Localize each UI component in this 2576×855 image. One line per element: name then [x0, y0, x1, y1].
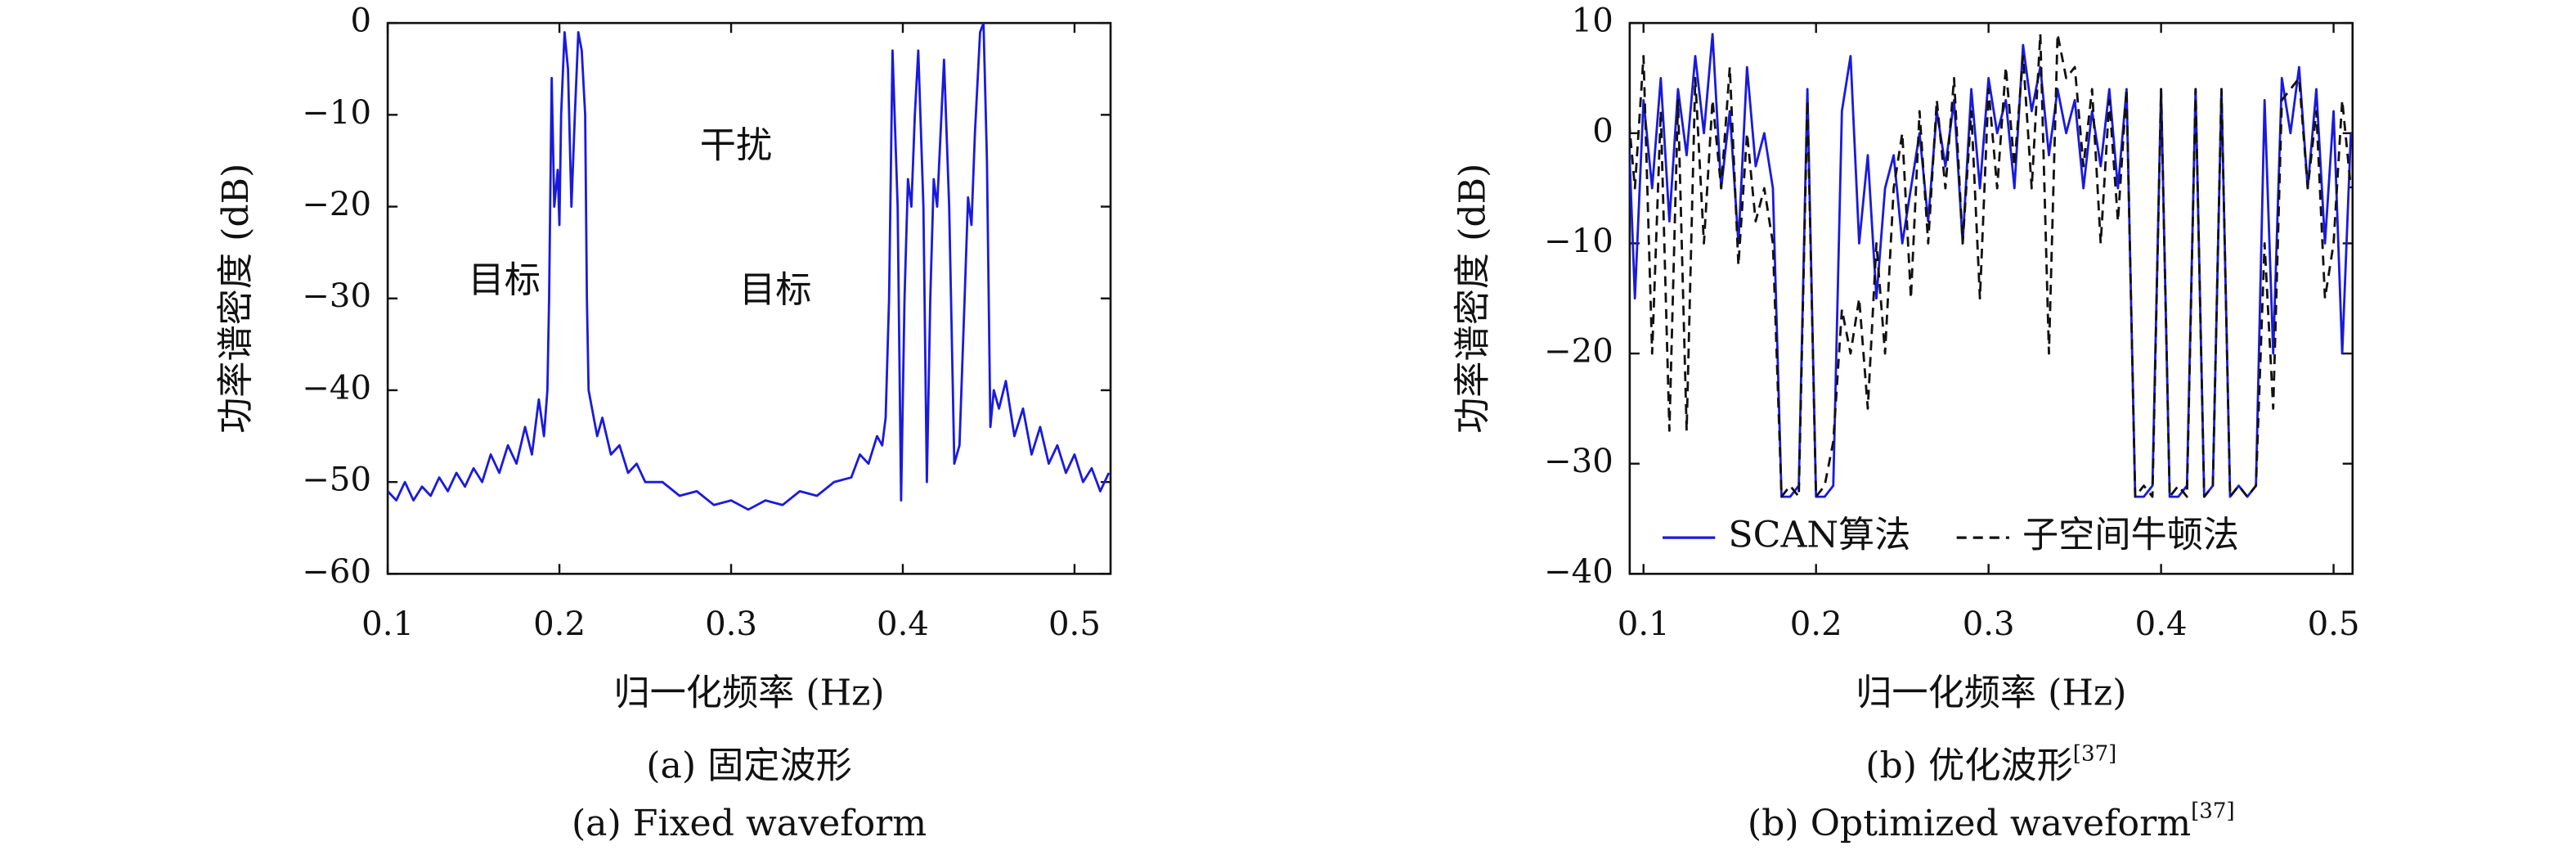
- x-axis-label: 归一化频率 (Hz): [613, 673, 884, 714]
- y-axis-label: 功率谱密度 (dB): [215, 164, 257, 434]
- y-tick-label: −20: [302, 186, 371, 223]
- x-axis-label: 归一化频率 (Hz): [1856, 673, 2126, 714]
- x-tick-label: 0.1: [1618, 605, 1670, 643]
- legend-label: 子空间牛顿法: [2022, 515, 2239, 556]
- y-tick-label: −60: [302, 553, 371, 591]
- caption-text: (a) Fixed waveform: [572, 802, 927, 844]
- y-tick-label: −10: [302, 94, 371, 132]
- plot-area: [386, 21, 1112, 575]
- caption-text: (b) Optimized waveform: [1748, 802, 2191, 844]
- annotation: 目标: [469, 259, 541, 301]
- y-tick-label: −20: [1544, 333, 1613, 371]
- caption-ref: [37]: [2073, 741, 2117, 766]
- y-tick-label: 0: [1592, 112, 1613, 150]
- x-tick-label: 0.5: [1048, 605, 1101, 643]
- y-tick-label: 10: [1572, 2, 1613, 40]
- data-line: [1629, 33, 2353, 498]
- y-tick-label: −30: [302, 277, 371, 315]
- x-tick-label: 0.3: [705, 605, 757, 643]
- x-tick-label: 0.4: [877, 605, 929, 643]
- y-tick-label: −10: [1544, 223, 1613, 260]
- x-tick-label: 0.5: [2308, 605, 2360, 643]
- y-tick-label: 0: [350, 2, 371, 40]
- caption-ref: [37]: [2191, 799, 2235, 824]
- x-tick-label: 0.4: [2135, 605, 2188, 643]
- caption-text: (a) 固定波形: [646, 745, 852, 786]
- x-tick-label: 0.3: [1963, 605, 2015, 643]
- y-tick-label: −40: [1544, 553, 1613, 591]
- x-tick-label: 0.2: [1790, 605, 1842, 643]
- legend-label: SCAN算法: [1728, 515, 1910, 556]
- data-line: [1629, 33, 2353, 498]
- annotation: 干扰: [700, 124, 772, 166]
- y-axis-label: 功率谱密度 (dB): [1452, 164, 1494, 434]
- annotation: 目标: [739, 269, 811, 311]
- caption-text: (b) 优化波形: [1865, 745, 2073, 786]
- caption: (b) Optimized waveform[37]: [1748, 799, 2235, 844]
- caption: (a) Fixed waveform: [572, 802, 927, 844]
- x-tick-label: 0.1: [361, 605, 414, 643]
- data-line: [388, 23, 1111, 511]
- x-tick-label: 0.2: [533, 605, 586, 643]
- y-tick-label: −50: [302, 461, 371, 499]
- y-tick-label: −30: [1544, 443, 1613, 480]
- caption: (b) 优化波形[37]: [1865, 741, 2116, 786]
- y-tick-label: −40: [302, 369, 371, 407]
- caption: (a) 固定波形: [646, 745, 852, 786]
